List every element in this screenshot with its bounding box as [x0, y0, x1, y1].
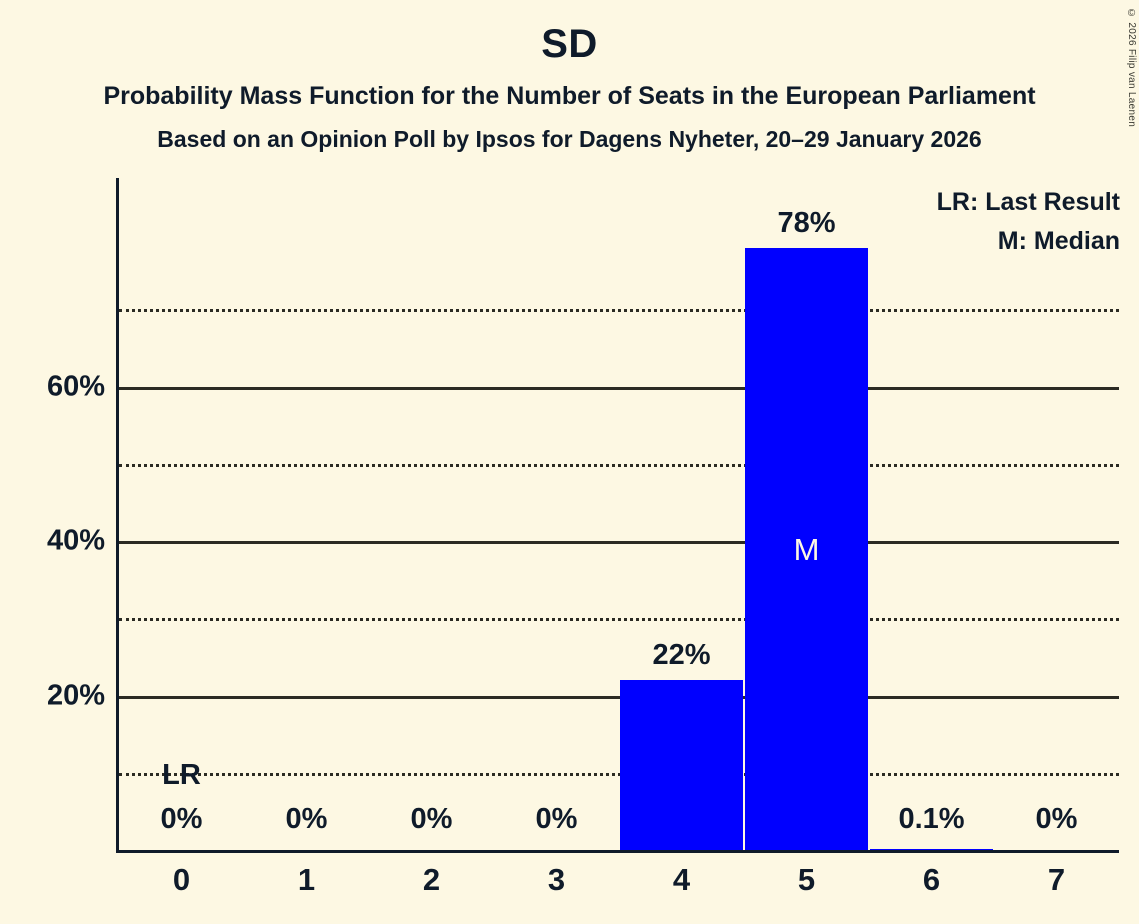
- bar-6[interactable]: [870, 849, 993, 850]
- bar-value-label-6: 0.1%: [898, 803, 965, 835]
- bar-5[interactable]: [745, 247, 868, 850]
- bar-value-label-7: 0%: [1035, 803, 1078, 835]
- bar-value-label-2: 0%: [410, 803, 453, 835]
- y-tick-label-60: 60%: [46, 370, 105, 403]
- bar-column-3[interactable]: 0% 3: [494, 178, 619, 897]
- bar-value-label-3: 0%: [535, 803, 578, 835]
- x-tick-label-5: 5: [797, 862, 816, 897]
- bar-column-6[interactable]: 0.1% 6: [869, 178, 994, 897]
- x-tick-label-2: 2: [422, 862, 441, 897]
- x-tick-label-1: 1: [297, 862, 316, 897]
- legend-entry-last-result: LR: Last Result: [936, 188, 1120, 216]
- bar-columns-group: 0% 0 LR 0% 1 0% 2 0% 3 22% 4 78% 5 M 0.1% 6 0% 7: [119, 178, 1119, 897]
- chart-title-block: SD Probability Mass Function for the Num…: [0, 0, 1139, 152]
- x-tick-label-6: 6: [922, 862, 941, 897]
- x-axis-line: [116, 850, 1119, 853]
- page-title: SD: [541, 22, 598, 66]
- bar-column-0[interactable]: 0% 0 LR: [119, 178, 244, 897]
- bar-column-7[interactable]: 0% 7: [994, 178, 1119, 897]
- x-tick-label-3: 3: [547, 862, 566, 897]
- plot-area: 20% 40% 60% 0% 0 LR 0% 1 0% 2 0% 3 22% 4 78% 5 M 0.1% 6 0%…: [47, 178, 1119, 897]
- legend-entry-median: M: Median: [997, 226, 1120, 255]
- gridline-40: [119, 541, 1119, 545]
- chart-source-line: Based on an Opinion Poll by Ipsos for Da…: [157, 125, 982, 152]
- x-tick-label-4: 4: [672, 862, 691, 897]
- bar-value-label-5: 78%: [777, 206, 836, 239]
- gridline-50: [119, 463, 1119, 467]
- gridline-20: [119, 695, 1119, 699]
- y-tick-label-20: 20%: [46, 679, 105, 712]
- y-tick-label-40: 40%: [46, 524, 105, 557]
- gridline-10: [119, 772, 1119, 776]
- copyright-notice: © 2026 Filip van Laenen: [1126, 8, 1137, 128]
- last-result-marker: LR: [162, 758, 201, 791]
- bar-value-label-1: 0%: [285, 803, 328, 835]
- bar-column-4[interactable]: 22% 4: [619, 178, 744, 897]
- bar-value-label-0: 0%: [160, 803, 203, 835]
- y-axis-line: [116, 178, 119, 852]
- x-tick-label-7: 7: [1047, 862, 1066, 897]
- median-marker: M: [793, 531, 820, 567]
- bar-4[interactable]: [620, 680, 743, 850]
- bar-column-2[interactable]: 0% 2: [369, 178, 494, 897]
- bar-value-label-4: 22%: [652, 639, 711, 672]
- gridline-30: [119, 618, 1119, 622]
- bar-column-5[interactable]: 78% 5 M: [744, 178, 869, 897]
- gridline-60: [119, 386, 1119, 390]
- gridline-70: [119, 309, 1119, 313]
- x-tick-label-0: 0: [172, 862, 191, 897]
- chart-legend: LR: Last Result M: Median: [937, 183, 1120, 261]
- bar-column-1[interactable]: 0% 1: [244, 178, 369, 897]
- chart-subtitle: Probability Mass Function for the Number…: [103, 82, 1036, 110]
